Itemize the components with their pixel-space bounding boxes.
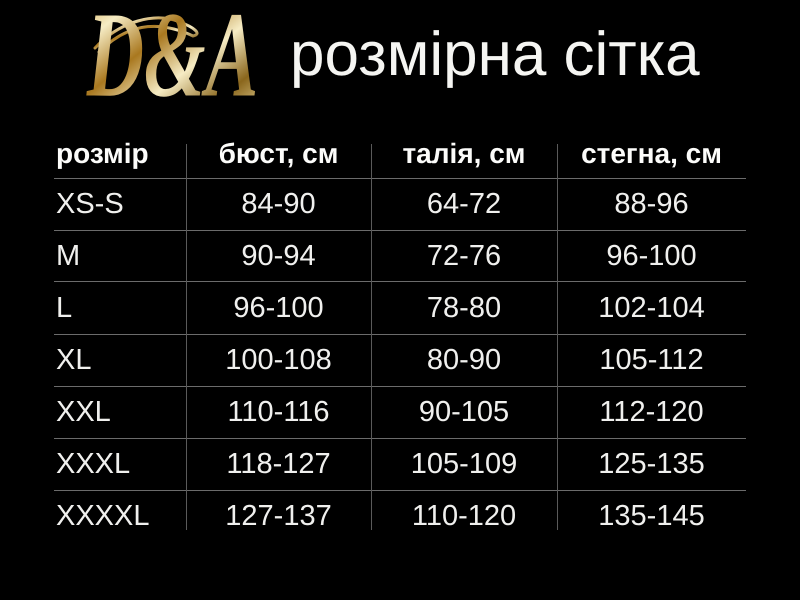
svg-text:D&A: D&A: [86, 6, 258, 106]
